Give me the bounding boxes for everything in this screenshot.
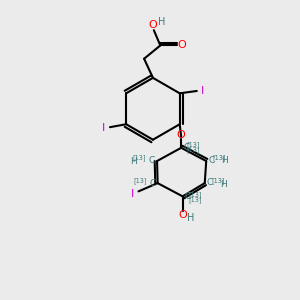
Text: C: C [149,179,156,188]
Text: [13]: [13] [188,191,202,198]
Text: H: H [130,158,137,166]
Text: O: O [178,210,187,220]
Text: C: C [183,143,189,152]
Text: [13]: [13] [133,155,146,161]
Text: H: H [221,156,228,165]
Text: O: O [177,130,186,140]
Text: C: C [207,178,213,187]
Text: [13]: [13] [133,177,147,184]
Text: [13]: [13] [187,142,200,148]
Text: C: C [208,156,214,165]
Text: C: C [149,156,155,165]
Text: H: H [220,180,226,189]
Text: H: H [158,17,165,27]
Text: [13]: [13] [188,196,202,203]
Text: I: I [102,123,105,133]
Text: I: I [131,189,134,199]
Text: H: H [187,213,195,223]
Text: O: O [177,40,186,50]
Text: [13]: [13] [212,155,226,161]
Text: [13]: [13] [187,146,200,153]
Text: C: C [184,193,191,202]
Text: I: I [201,86,204,96]
Text: O: O [148,20,157,30]
Text: [13]: [13] [211,177,224,184]
